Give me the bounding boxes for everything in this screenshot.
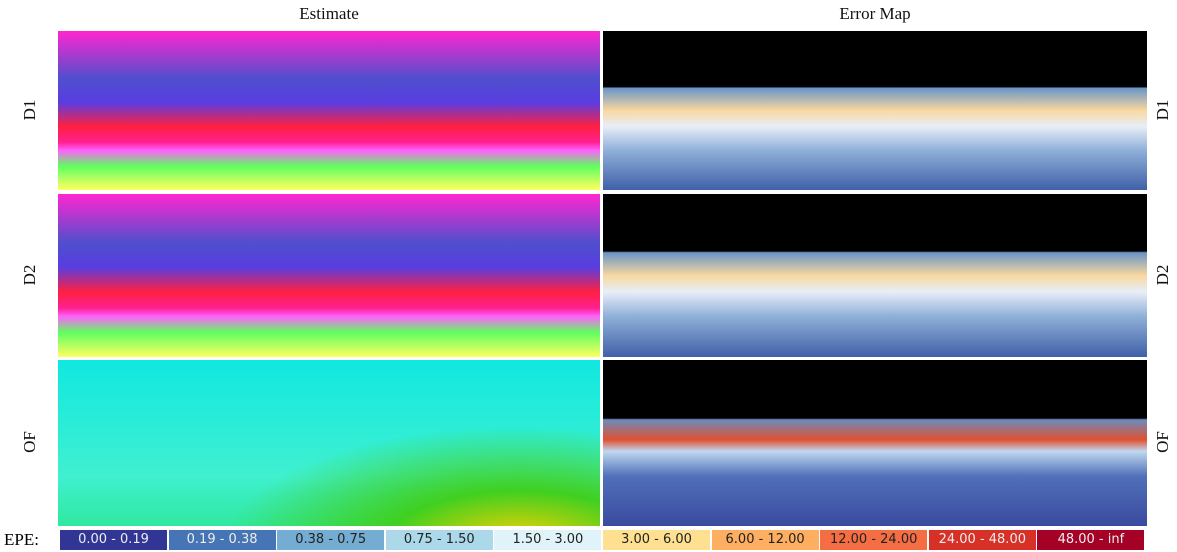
legend-item: 48.00 - inf <box>1037 530 1145 550</box>
row-label: D2 <box>20 264 39 286</box>
legend-title: EPE: <box>4 530 39 549</box>
legend-item: 3.00 - 6.00 <box>603 530 710 550</box>
legend-item: 0.00 - 0.19 <box>60 530 167 550</box>
row-label: D1 <box>20 99 39 121</box>
error-map-image <box>603 360 1147 526</box>
error-map-image <box>603 194 1147 357</box>
row-label: D2 <box>1153 264 1172 286</box>
estimate-image <box>58 194 600 357</box>
legend-item: 12.00 - 24.00 <box>820 530 928 550</box>
estimate-image <box>58 31 600 190</box>
legend-item: 24.00 - 48.00 <box>928 530 1036 550</box>
row-label: OF <box>20 431 39 453</box>
legend-item: 0.19 - 0.38 <box>168 530 276 550</box>
column-header: Estimate <box>299 4 359 23</box>
row-label: OF <box>1153 431 1172 453</box>
legend-item: 0.38 - 0.75 <box>277 530 385 550</box>
estimate-image <box>58 360 600 526</box>
legend-item: 1.50 - 3.00 <box>494 530 602 550</box>
error-map-image <box>603 31 1147 190</box>
column-header: Error Map <box>839 4 911 23</box>
legend-item: 0.75 - 1.50 <box>385 530 493 550</box>
row-label: D1 <box>1153 99 1172 121</box>
legend-item: 6.00 - 12.00 <box>711 530 819 550</box>
